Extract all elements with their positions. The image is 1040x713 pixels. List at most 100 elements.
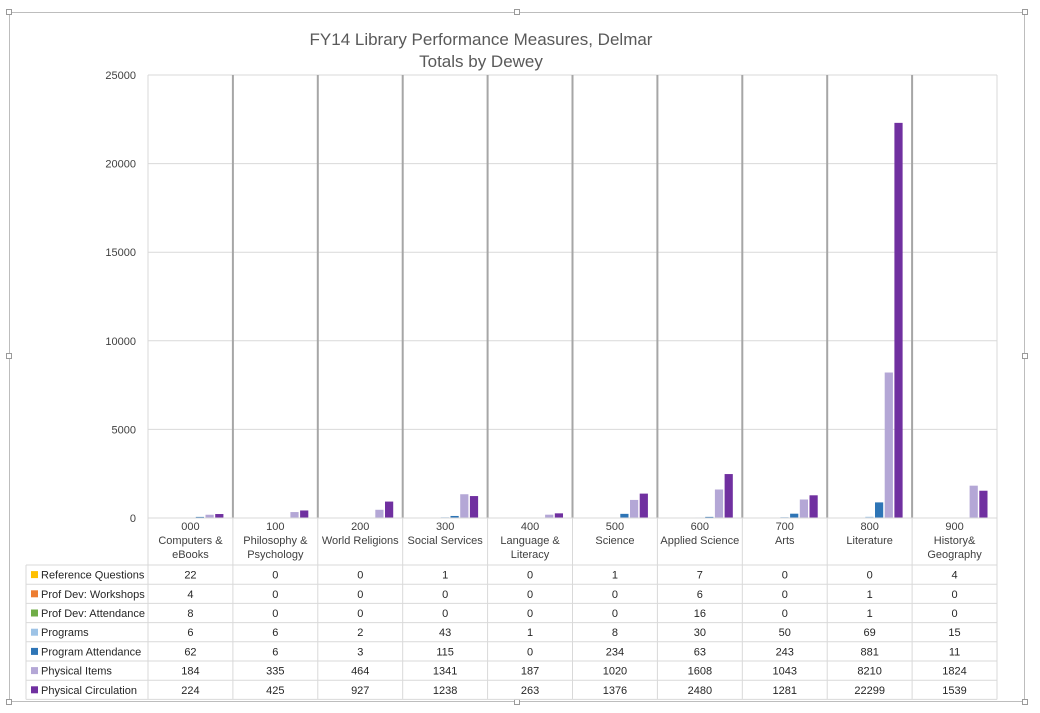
bar xyxy=(290,512,299,518)
legend-key xyxy=(31,571,38,579)
category-label: 800 xyxy=(860,521,878,533)
data-table-cell: 0 xyxy=(782,570,788,582)
category-label: Science xyxy=(595,535,634,547)
data-table-cell: 425 xyxy=(266,685,284,697)
data-table-cell: 8210 xyxy=(857,666,881,678)
data-table-cell: 15 xyxy=(948,627,960,639)
legend-label: Program Attendance xyxy=(41,646,141,658)
data-table-cell: 0 xyxy=(527,570,533,582)
data-table-cell: 7 xyxy=(697,570,703,582)
legend-label: Reference Questions xyxy=(41,570,145,582)
resize-handle-middle-right[interactable] xyxy=(1022,353,1028,359)
data-table-cell: 0 xyxy=(867,570,873,582)
resize-handle-middle-left[interactable] xyxy=(6,353,12,359)
legend-key xyxy=(31,647,38,655)
category-label: 500 xyxy=(606,521,624,533)
legend-label: Prof Dev: Attendance xyxy=(41,608,145,620)
data-table-cell: 0 xyxy=(272,589,278,601)
data-table-cell: 224 xyxy=(181,685,199,697)
category-label: eBooks xyxy=(172,549,209,561)
category-label: Literature xyxy=(846,535,892,547)
data-table-cell: 0 xyxy=(272,570,278,582)
data-table-cell: 6 xyxy=(697,589,703,601)
resize-handle-top-center[interactable] xyxy=(514,9,520,15)
resize-handle-bottom-right[interactable] xyxy=(1022,699,1028,705)
data-table-cell: 1 xyxy=(612,570,618,582)
data-table-cell: 0 xyxy=(782,589,788,601)
chart-title-line-1: FY14 Library Performance Measures, Delma… xyxy=(310,30,653,49)
data-table-cell: 0 xyxy=(612,608,618,620)
data-table-cell: 8 xyxy=(187,608,193,620)
chart-area[interactable] xyxy=(9,12,1025,702)
bar xyxy=(620,513,629,518)
data-table-cell: 881 xyxy=(860,646,878,658)
data-table-cell: 0 xyxy=(612,589,618,601)
data-table-cell: 4 xyxy=(187,589,193,601)
y-tick-label: 5000 xyxy=(112,424,136,436)
data-table-cell: 263 xyxy=(521,685,539,697)
data-table-cell: 243 xyxy=(776,646,794,658)
data-table-cell: 0 xyxy=(442,608,448,620)
category-label: Literacy xyxy=(511,549,550,561)
data-table-cell: 3 xyxy=(357,646,363,658)
data-table-cell: 927 xyxy=(351,685,369,697)
y-tick-label: 25000 xyxy=(105,70,136,82)
bar xyxy=(969,485,978,518)
data-table-cell: 1341 xyxy=(433,666,457,678)
data-table-cell: 234 xyxy=(606,646,624,658)
y-tick-label: 0 xyxy=(130,513,136,525)
resize-handle-bottom-left[interactable] xyxy=(6,699,12,705)
data-table-cell: 11 xyxy=(949,646,960,658)
data-table-cell: 62 xyxy=(184,646,196,658)
legend-label: Physical Circulation xyxy=(41,685,137,697)
y-tick-label: 10000 xyxy=(105,336,136,348)
category-label: World Religions xyxy=(322,535,399,547)
bar xyxy=(724,474,733,518)
category-label: 700 xyxy=(776,521,794,533)
category-label: 900 xyxy=(945,521,963,533)
data-table-cell: 184 xyxy=(181,666,199,678)
resize-handle-top-left[interactable] xyxy=(6,9,12,15)
bar xyxy=(884,372,893,518)
bar xyxy=(469,496,479,518)
data-table-cell: 8 xyxy=(612,627,618,639)
data-table-cell: 1 xyxy=(527,627,533,639)
bar xyxy=(450,515,459,518)
bar xyxy=(554,513,564,518)
data-table-cell: 2480 xyxy=(688,685,712,697)
resize-handle-top-right[interactable] xyxy=(1022,9,1028,15)
data-table-cell: 1 xyxy=(442,570,448,582)
data-table-cell: 0 xyxy=(527,646,533,658)
bar xyxy=(205,514,214,518)
category-label: 600 xyxy=(691,521,709,533)
data-table-cell: 0 xyxy=(357,589,363,601)
data-table-cell: 22 xyxy=(184,570,196,582)
y-tick-label: 20000 xyxy=(105,159,136,171)
legend-key xyxy=(31,667,38,675)
category-label: 100 xyxy=(266,521,284,533)
data-table-cell: 0 xyxy=(951,589,957,601)
data-table-cell: 6 xyxy=(187,627,193,639)
data-table-cell: 0 xyxy=(272,608,278,620)
data-table-cell: 0 xyxy=(527,608,533,620)
bar xyxy=(894,122,903,518)
data-table-cell: 69 xyxy=(864,627,876,639)
data-table-cell: 0 xyxy=(442,589,448,601)
bar xyxy=(639,493,648,518)
data-table-cell: 1020 xyxy=(603,666,627,678)
bar xyxy=(460,494,469,518)
data-table-cell: 1281 xyxy=(773,685,797,697)
category-label: History& xyxy=(934,535,976,547)
category-label: 300 xyxy=(436,521,454,533)
category-label: Computers & xyxy=(158,535,223,547)
bar xyxy=(865,516,874,518)
data-table-cell: 1539 xyxy=(942,685,966,697)
category-label: 200 xyxy=(351,521,369,533)
category-label: Social Services xyxy=(408,535,484,547)
y-tick-label: 15000 xyxy=(105,247,136,259)
bar xyxy=(195,516,205,518)
data-table-cell: 1376 xyxy=(603,685,627,697)
category-label: Language & xyxy=(500,535,560,547)
data-table-cell: 1043 xyxy=(773,666,797,678)
legend-label: Physical Items xyxy=(41,666,112,678)
